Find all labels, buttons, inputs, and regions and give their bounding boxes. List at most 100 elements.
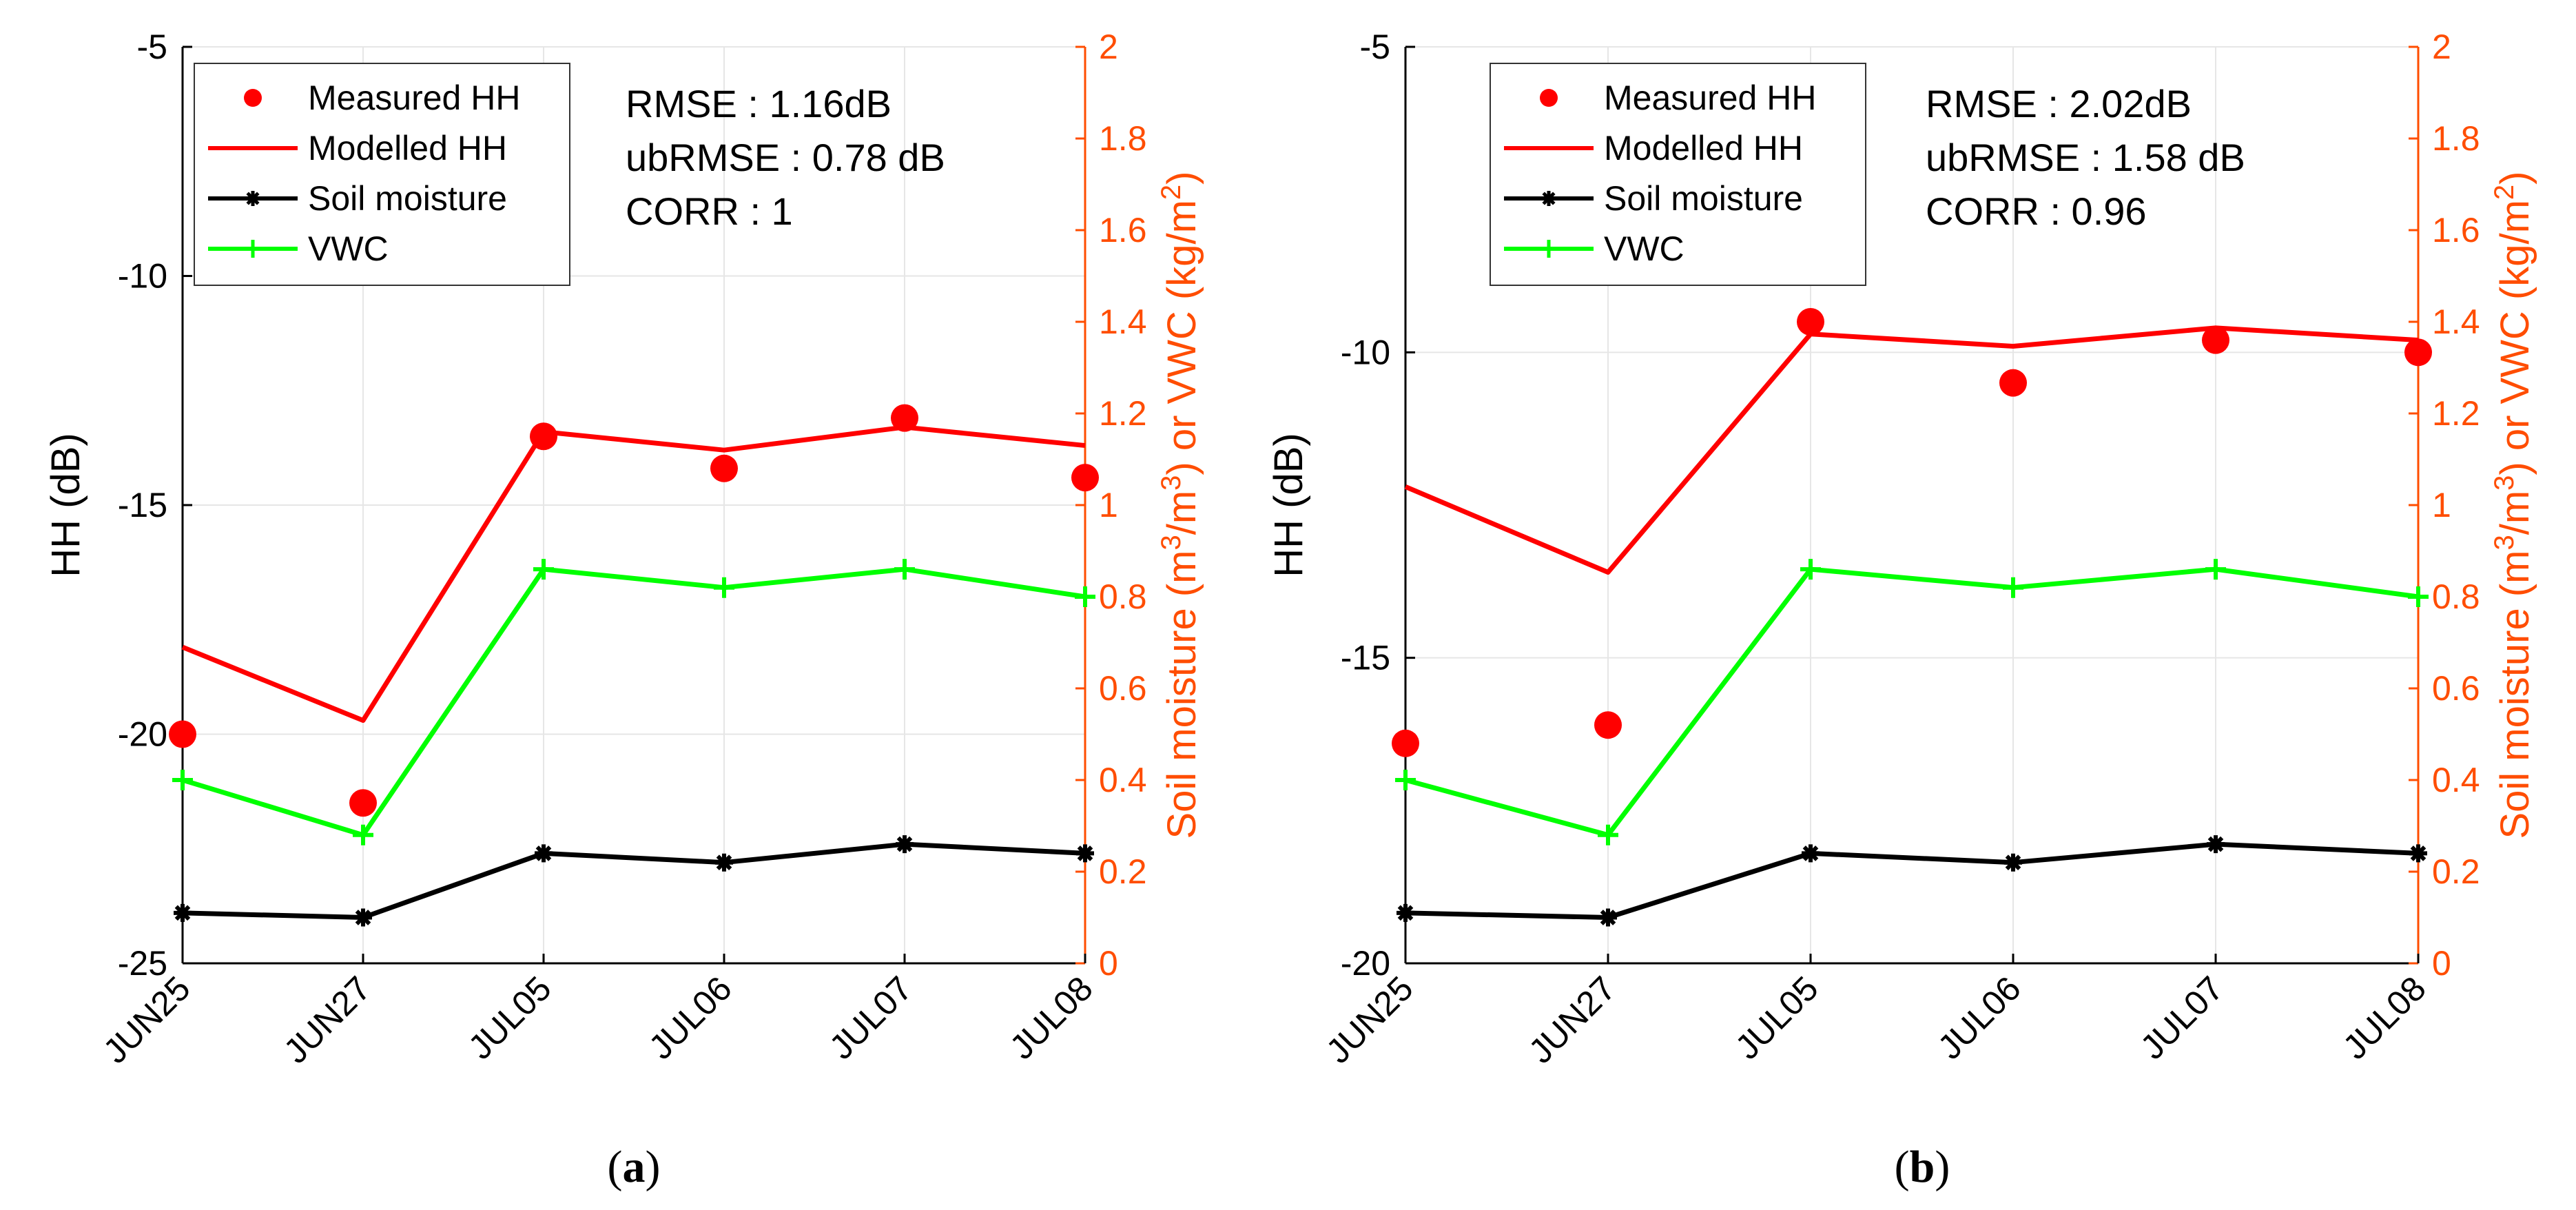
point-measured-hh (710, 454, 738, 482)
point-soil-moisture (715, 853, 733, 872)
series-line-modelled-hh (181, 424, 1086, 724)
point-soil-moisture (1802, 844, 1820, 863)
right-tick-label: 1.8 (1099, 119, 1147, 158)
point-measured-hh (1797, 308, 1824, 336)
legend-label: Soil moisture (308, 179, 507, 218)
series-measured-hh (1392, 308, 2432, 757)
legend-swatch-marker (244, 240, 262, 258)
legend: Measured HH Modelled HH Soil moisture VWC (1490, 63, 1866, 286)
point-measured-hh (2202, 326, 2229, 354)
stat-annotation: CORR : 1 (626, 189, 793, 233)
stat-annotation: RMSE : 2.02dB (1926, 82, 2192, 125)
left-tick-label: -10 (118, 257, 167, 296)
legend-swatch-marker (245, 191, 260, 206)
y-axis-label: HH (dB) (43, 433, 88, 577)
stat-annotation: RMSE : 1.16dB (626, 82, 892, 125)
point-soil-moisture (2004, 853, 2022, 872)
point-soil-moisture (1397, 903, 1414, 922)
x-tick-label: JUL07 (2133, 969, 2231, 1067)
point-measured-hh (1594, 711, 1622, 739)
point-vwc (894, 559, 915, 580)
right-tick-label: 0.6 (1099, 669, 1147, 708)
legend-label: VWC (1604, 229, 1684, 268)
left-tick-label: -20 (118, 715, 167, 754)
right-tick-label: 0.6 (2432, 669, 2480, 708)
point-soil-moisture (2409, 844, 2427, 863)
right-tick-label: 2 (2432, 28, 2451, 66)
x-tick-label: JUL08 (1002, 969, 1100, 1067)
y-axis-label: HH (dB) (1266, 433, 1311, 577)
legend-label: Modelled HH (1604, 129, 1803, 167)
left-tick-label: -5 (137, 28, 167, 66)
series-line-vwc (181, 566, 1086, 838)
point-vwc (1800, 559, 1821, 580)
point-measured-hh (2404, 338, 2432, 367)
series-line-modelled-hh (1404, 325, 2419, 575)
series-modelled-hh (1404, 325, 2419, 575)
left-tick-label: -15 (1341, 639, 1390, 677)
right-tick-label: 1.4 (2432, 302, 2480, 341)
right-tick-label: 1.6 (2432, 211, 2480, 249)
point-vwc (2003, 577, 2023, 598)
series-vwc (172, 559, 1095, 845)
x-tick-label: JUL05 (1728, 969, 1826, 1067)
point-measured-hh (1392, 729, 1419, 757)
legend-swatch-marker (1540, 89, 1558, 107)
right-tick-label: 1.2 (1099, 394, 1147, 433)
legend-label: VWC (308, 229, 389, 268)
right-tick-label: 0 (1099, 944, 1118, 983)
right-tick-label: 0.8 (1099, 577, 1147, 616)
stat-annotation: ubRMSE : 1.58 dB (1926, 136, 2245, 179)
right-tick-label: 1.2 (2432, 394, 2480, 433)
point-vwc (1598, 824, 1618, 845)
point-measured-hh (169, 720, 196, 748)
legend-label: Measured HH (308, 79, 520, 117)
series-modelled-hh (181, 424, 1086, 724)
point-vwc (714, 577, 734, 598)
series-soil-moisture (174, 835, 1094, 927)
chart-panel-a: -25 -20 -15 -10 -5 0 0.2 0.4 0.6 0.8 1 1.2 1.4 1.6 1.8… (43, 28, 1204, 1192)
x-tick-label: JUN27 (1521, 969, 1623, 1071)
chart-panel-b: -20 -15 -10 -5 0 0.2 0.4 0.6 0.8 1 1.2 1.4 1.6 1.8 2 JU… (1266, 28, 2537, 1192)
x-tick-label: JUN25 (1319, 969, 1421, 1071)
right-tick-label: 1 (1099, 486, 1118, 524)
legend-swatch-marker (1541, 191, 1556, 206)
right-tick-label: 0.4 (2432, 761, 2480, 799)
point-vwc (533, 559, 554, 580)
series-line-vwc (1405, 566, 2419, 838)
series-vwc (1395, 559, 2429, 845)
point-vwc (1075, 586, 1095, 607)
point-measured-hh (1071, 464, 1099, 492)
stat-annotation: CORR : 0.96 (1926, 189, 2147, 233)
x-tick-label: JUN25 (96, 969, 198, 1071)
point-soil-moisture (354, 908, 372, 927)
right-tick-label: 0.4 (1099, 761, 1147, 799)
point-vwc (172, 770, 193, 790)
point-measured-hh (349, 789, 377, 817)
right-tick-label: 0 (2432, 944, 2451, 983)
x-tick-label: JUL08 (2336, 969, 2433, 1067)
legend-swatch-marker (244, 89, 262, 107)
legend-label: Measured HH (1604, 79, 1816, 117)
y2-axis-label: Soil moisture (m3/m3) or VWC (kg/m2) (1156, 171, 1204, 839)
point-soil-moisture (1599, 908, 1617, 927)
point-soil-moisture (174, 903, 192, 922)
point-measured-hh (1999, 369, 2027, 397)
panel-caption: (b) (1895, 1142, 1950, 1192)
right-tick-label: 1.6 (1099, 211, 1147, 249)
left-tick-label: -15 (118, 486, 167, 524)
y2-axis-label: Soil moisture (m3/m3) or VWC (kg/m2) (2489, 171, 2537, 839)
point-vwc (1395, 770, 1416, 790)
right-tick-label: 0.8 (2432, 577, 2480, 616)
left-tick-label: -20 (1341, 944, 1390, 983)
x-tick-label: JUL06 (1930, 969, 2028, 1067)
right-tick-label: 0.2 (1099, 852, 1147, 891)
right-tick-label: 0.2 (2432, 852, 2480, 891)
point-soil-moisture (896, 835, 914, 854)
legend-swatch-marker (1540, 240, 1558, 258)
x-tick-label: JUL05 (461, 969, 559, 1067)
left-tick-label: -25 (118, 944, 167, 983)
left-tick-label: -5 (1360, 28, 1390, 66)
right-tick-label: 1.8 (2432, 119, 2480, 158)
